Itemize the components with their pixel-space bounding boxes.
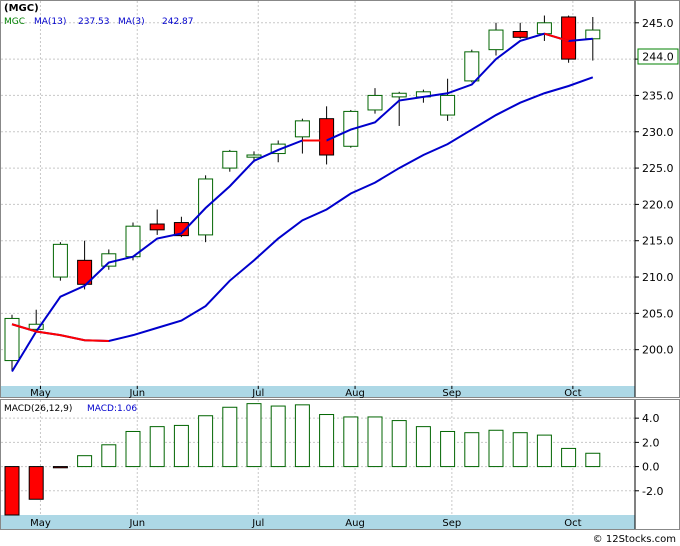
price-y-tick-label: 205.0 [642,307,674,320]
candle-up [440,94,456,116]
candle-up [391,92,407,98]
macd-legend-value: MACD:1.06 [87,404,137,414]
candle-up [246,154,262,158]
price-y-tick-label: 220.0 [642,198,674,211]
price-chart-title: (MGC) [4,3,39,14]
legend-label: MA(3) [118,17,145,27]
candle-up [367,94,383,111]
price-x-axis-strip [1,386,635,397]
ma3-decline-segment [11,323,109,342]
price-y-tick-label: 210.0 [642,271,674,284]
price-y-tick-label: 235.0 [642,89,674,102]
candle-down [319,118,335,156]
macd-x-label: Jun [128,518,145,529]
last-price-box [637,48,679,65]
macd-bar-positive [149,426,165,468]
candle-down [561,16,577,60]
candle-up [294,120,310,138]
candle-up [222,150,238,169]
macd-bar-positive [77,455,93,468]
macd-bar-positive [246,403,262,468]
macd-x-label: Sep [442,518,461,529]
macd-x-label: Jul [251,518,264,529]
price-panel-frame [0,0,680,398]
price-gridlines [1,1,635,386]
macd-bar-positive [488,429,504,468]
last-price-label: 244.0 [642,51,674,64]
macd-bar-negative [28,466,44,500]
candle-up [4,317,20,362]
price-legend: MGC MA(13) 237.53 MA(3) 242.87 [4,17,194,27]
price-x-label: Jun [128,388,145,399]
candle-up [270,143,286,155]
candle-up [464,51,480,82]
price-x-axis-labels: May Jun Jul Aug Sep Oct [30,386,582,399]
macd-bar-positive [391,420,407,468]
candle-up [585,29,601,40]
macd-x-label: Aug [345,518,365,529]
macd-bar-positive [536,434,552,468]
legend-label: MGC [4,17,25,27]
candle-down [512,31,528,38]
macd-bar-positive [101,444,117,468]
macd-bar-positive [294,404,310,468]
candle-down [77,259,93,285]
candle-up [101,253,117,267]
macd-bar-positive [464,432,480,468]
macd-y-axis-ticks: -2.0 0.0 2.0 4.0 [634,400,663,529]
candle-up [488,29,504,51]
macd-bar-positive [512,432,528,468]
legend-value: 237.53 [78,17,110,27]
moving-average-lines [11,32,594,372]
macd-bar-positive [222,406,238,468]
macd-histogram [4,403,601,516]
macd-x-axis-labels: May Jun Jul Aug Sep Oct [30,518,581,529]
macd-y-tick-label: 0.0 [642,461,660,474]
price-x-label: Jul [251,388,264,399]
macd-bar-negative [4,466,20,516]
macd-bar-positive [270,405,286,468]
copyright: © 12Stocks.com [593,534,676,545]
price-y-tick-label: 225.0 [642,162,674,175]
price-x-label: May [30,388,51,399]
legend-value: 242.87 [162,17,194,27]
price-x-label: Oct [564,388,581,399]
price-y-tick-label: 230.0 [642,126,674,139]
candle-up [536,22,552,35]
candle-up [52,243,68,278]
last-price-marker: 244.0 [637,48,679,65]
macd-x-label: May [30,518,51,529]
macd-bar-positive [561,447,577,468]
macd-bar-positive [343,416,359,468]
macd-bar-positive [415,426,431,468]
price-y-tick-label: 200.0 [642,344,674,357]
price-x-label: Sep [442,388,461,399]
price-x-label: Aug [345,388,365,399]
candle-up [28,323,44,330]
macd-x-axis-strip [1,515,635,529]
macd-x-label: Oct [564,518,581,529]
price-y-tick-label: 245.0 [642,17,674,30]
macd-title: MACD(26,12,9) [4,404,72,414]
macd-bar-positive [125,430,141,468]
legend-label: MA(13) [34,17,66,27]
macd-bar-positive [585,452,601,468]
candlestick-series [4,15,601,371]
macd-y-tick-label: 4.0 [642,412,660,425]
macd-bar-positive [367,416,383,468]
macd-bar-positive [173,424,189,468]
candle-down [173,222,189,237]
candle-down [149,223,165,231]
price-y-tick-label: 215.0 [642,235,674,248]
macd-bar-negative [52,466,68,469]
ma13-decline-segment [544,32,569,42]
macd-y-tick-label: 2.0 [642,436,660,449]
macd-bar-positive [440,430,456,468]
macd-bar-positive [198,415,214,468]
macd-y-tick-label: -2.0 [642,485,663,498]
macd-bar-positive [319,414,335,468]
